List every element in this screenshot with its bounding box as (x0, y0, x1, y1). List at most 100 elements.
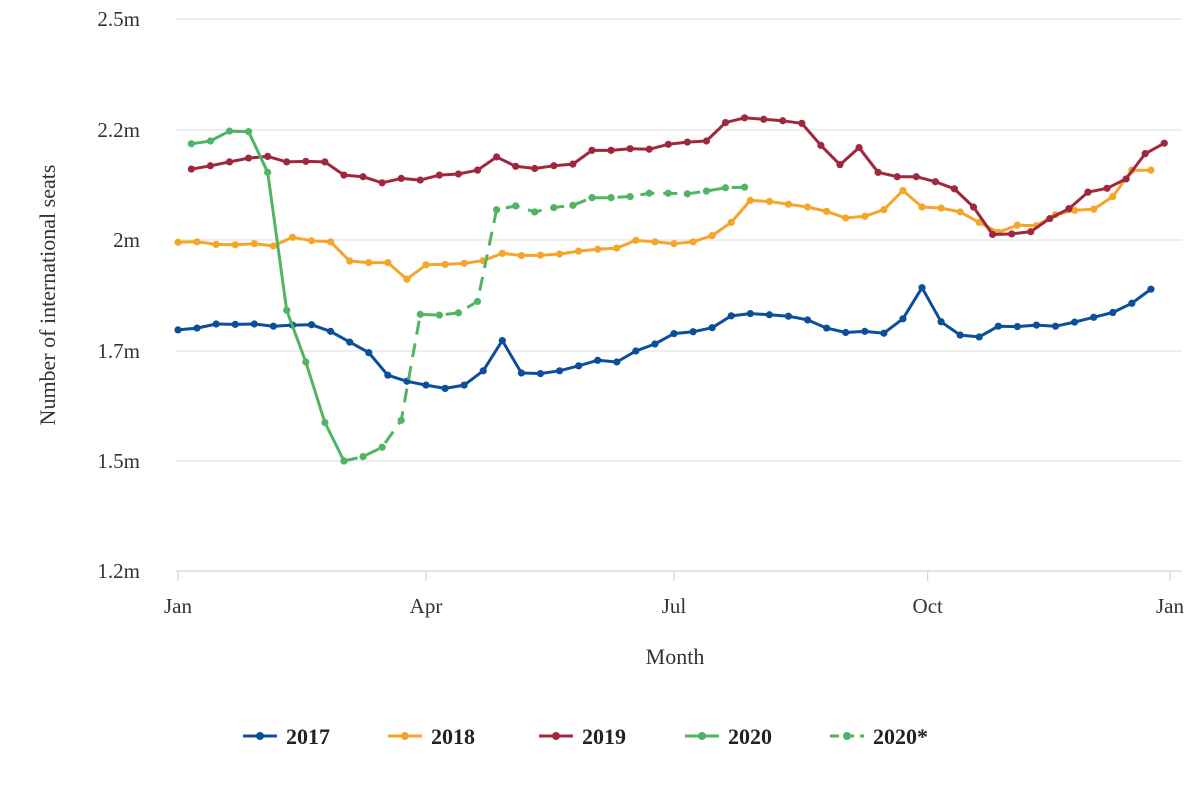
data-point (842, 328, 850, 337)
data-point (536, 369, 545, 378)
data-point (550, 162, 558, 170)
y-tick-label: 1.5m (97, 449, 140, 473)
data-point (874, 168, 882, 176)
data-point (1160, 139, 1168, 147)
data-point (269, 242, 277, 250)
data-point (880, 206, 888, 214)
data-point (346, 257, 354, 265)
data-point (588, 146, 596, 154)
data-point (225, 127, 234, 135)
series-line-2017 (177, 286, 1152, 390)
data-point (918, 203, 926, 211)
data-point (613, 358, 621, 366)
legend-item-2020-star: 2020* (830, 724, 928, 749)
data-point (918, 284, 926, 292)
data-point (1027, 228, 1035, 236)
data-point (651, 238, 659, 246)
data-point (384, 258, 392, 267)
data-point (517, 369, 525, 377)
legend-item-2018: 2018 (388, 724, 475, 749)
data-point (575, 362, 583, 370)
data-point (212, 320, 220, 328)
legend-label: 2020* (873, 724, 928, 749)
data-point (531, 164, 539, 173)
y-tick-label: 2m (113, 228, 140, 252)
data-point (264, 168, 272, 176)
data-point (225, 158, 234, 166)
legend-item-2020: 2020 (685, 724, 772, 749)
data-point (1109, 192, 1117, 201)
series-2017 (174, 284, 1155, 392)
data-point (1147, 285, 1155, 293)
data-point (454, 170, 463, 178)
data-point (498, 337, 506, 345)
data-point (746, 310, 754, 318)
data-point (765, 197, 773, 206)
data-point (1090, 313, 1098, 321)
data-point (632, 347, 640, 355)
legend-marker (843, 732, 851, 740)
data-point (588, 194, 596, 202)
data-point (594, 245, 602, 253)
data-point (206, 162, 215, 170)
data-point (283, 158, 291, 166)
data-point (365, 349, 373, 357)
data-point (817, 141, 825, 149)
legend-label: 2019 (582, 724, 626, 749)
data-point (512, 202, 520, 210)
data-point (264, 152, 272, 160)
data-point (492, 206, 501, 214)
data-point (321, 418, 329, 427)
data-point (302, 157, 310, 165)
data-point (422, 261, 430, 269)
data-point (555, 250, 564, 258)
data-point (187, 140, 195, 148)
data-point (651, 340, 659, 348)
data-point (416, 176, 424, 184)
data-point (626, 145, 634, 153)
data-point (937, 204, 945, 212)
data-point (823, 324, 831, 332)
legend-marker (698, 732, 706, 740)
data-point (397, 416, 405, 424)
data-point (664, 189, 672, 197)
data-point (683, 138, 691, 146)
data-point (645, 189, 653, 197)
data-point (899, 315, 907, 323)
data-point (708, 324, 716, 332)
data-point (975, 218, 983, 226)
data-point (327, 238, 335, 246)
y-tick-label: 2.2m (97, 118, 140, 142)
data-point (441, 260, 449, 269)
data-point (473, 166, 482, 174)
data-point (569, 160, 577, 168)
legend-marker (401, 732, 409, 740)
data-point (378, 443, 386, 451)
x-tick-label: Apr (410, 594, 443, 618)
data-point (193, 324, 201, 332)
y-tick-label: 1.7m (97, 339, 140, 363)
y-tick-label: 2.5m (97, 7, 140, 31)
data-point (555, 367, 564, 375)
data-point (1090, 205, 1098, 213)
data-point (626, 192, 634, 201)
data-point (359, 173, 367, 181)
data-point (212, 240, 220, 249)
y-tick-label: 1.2m (97, 559, 140, 583)
legend-label: 2018 (431, 724, 475, 749)
data-point (956, 331, 964, 339)
data-point (569, 201, 577, 209)
legend: 2017 2018 2019 2020 2020* (243, 724, 928, 749)
legend-item-2017: 2017 (243, 724, 330, 749)
data-point (721, 119, 730, 127)
data-point (1065, 205, 1073, 213)
data-point (613, 244, 621, 252)
data-point (1122, 175, 1130, 183)
data-point (899, 186, 907, 195)
data-point (664, 140, 672, 148)
x-axis: Jan Apr Jul Oct Jan (164, 571, 1184, 618)
data-point (931, 178, 939, 186)
data-point (1147, 166, 1155, 174)
data-point (575, 247, 583, 255)
data-point (708, 232, 716, 240)
